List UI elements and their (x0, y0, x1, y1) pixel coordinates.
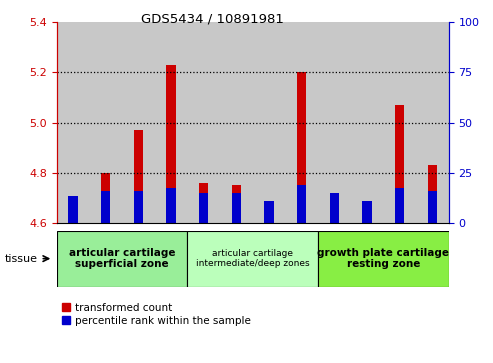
Bar (351, 22, 383, 223)
Bar (362, 205, 372, 223)
Bar (232, 185, 241, 223)
Bar (220, 22, 252, 223)
Bar (285, 22, 318, 223)
Text: articular cartilage
intermediate/deep zones: articular cartilage intermediate/deep zo… (196, 249, 310, 268)
Bar (330, 193, 339, 223)
FancyBboxPatch shape (187, 231, 318, 287)
Bar (362, 201, 372, 223)
Bar (199, 193, 208, 223)
Bar (297, 185, 306, 223)
Bar (395, 188, 404, 223)
Bar (264, 211, 274, 223)
Bar (155, 22, 187, 223)
Bar (428, 165, 437, 223)
Legend: transformed count, percentile rank within the sample: transformed count, percentile rank withi… (62, 303, 251, 326)
Bar (318, 22, 351, 223)
Bar (69, 196, 77, 223)
Bar (69, 216, 77, 223)
Bar (187, 22, 220, 223)
Text: growth plate cartilage
resting zone: growth plate cartilage resting zone (317, 248, 449, 269)
Bar (264, 201, 274, 223)
Text: tissue: tissue (5, 254, 38, 264)
Bar (89, 22, 122, 223)
Bar (101, 173, 110, 223)
Bar (395, 105, 404, 223)
Bar (416, 22, 449, 223)
Bar (383, 22, 416, 223)
Bar (122, 22, 155, 223)
Bar (297, 72, 306, 223)
Bar (134, 130, 143, 223)
Bar (167, 65, 176, 223)
Bar (101, 191, 110, 223)
Bar (57, 22, 89, 223)
FancyBboxPatch shape (318, 231, 449, 287)
Bar (428, 191, 437, 223)
Bar (167, 188, 176, 223)
Text: GDS5434 / 10891981: GDS5434 / 10891981 (141, 13, 283, 26)
Text: articular cartilage
superficial zone: articular cartilage superficial zone (69, 248, 176, 269)
Bar (330, 198, 339, 223)
Bar (252, 22, 285, 223)
Bar (134, 191, 143, 223)
FancyBboxPatch shape (57, 231, 187, 287)
Bar (199, 183, 208, 223)
Bar (232, 193, 241, 223)
